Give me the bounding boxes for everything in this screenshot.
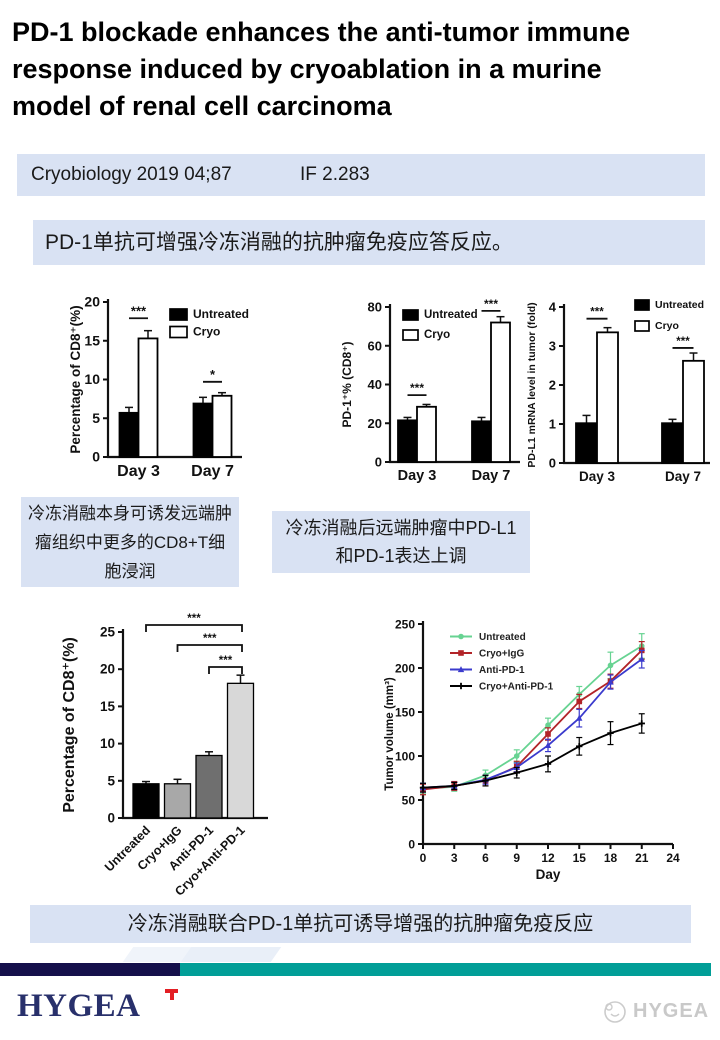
- svg-text:Day 7: Day 7: [191, 463, 234, 480]
- svg-text:Cryo+Anti-PD-1: Cryo+Anti-PD-1: [479, 682, 554, 693]
- footer-decoration: [180, 947, 282, 962]
- svg-text:Untreated: Untreated: [479, 632, 526, 643]
- svg-text:10: 10: [100, 736, 115, 751]
- svg-text:0: 0: [549, 456, 556, 471]
- svg-text:15: 15: [84, 332, 100, 348]
- svg-text:Untreated: Untreated: [193, 307, 249, 321]
- svg-text:***: ***: [219, 655, 233, 667]
- svg-text:200: 200: [395, 662, 415, 676]
- svg-text:1: 1: [549, 417, 556, 432]
- caption-cd8-infiltration: 冷冻消融本身可诱发远端肿瘤组织中更多的CD8+T细胞浸润: [21, 497, 239, 587]
- svg-text:25: 25: [100, 625, 116, 640]
- svg-text:Day 3: Day 3: [398, 468, 437, 484]
- svg-text:Anti-PD-1: Anti-PD-1: [479, 665, 525, 676]
- svg-text:100: 100: [395, 750, 415, 764]
- svg-text:PD-L1 mRNA level in tumor (fol: PD-L1 mRNA level in tumor (fold): [526, 302, 538, 467]
- svg-text:Day 3: Day 3: [117, 463, 160, 480]
- svg-text:PD-1⁺% (CD8⁺): PD-1⁺% (CD8⁺): [340, 341, 354, 427]
- svg-text:***: ***: [484, 297, 498, 311]
- hygea-watermark-icon: [604, 1001, 626, 1023]
- footer-teal-bar: [180, 963, 711, 976]
- svg-text:60: 60: [368, 338, 382, 353]
- svg-text:10: 10: [84, 371, 100, 387]
- svg-text:Cryo: Cryo: [424, 329, 450, 341]
- svg-text:***: ***: [590, 307, 604, 319]
- svg-text:***: ***: [131, 303, 147, 318]
- journal-citation: Cryobiology 2019 04;87: [31, 164, 232, 185]
- svg-text:80: 80: [368, 300, 382, 315]
- svg-text:20: 20: [84, 294, 100, 310]
- svg-text:5: 5: [92, 410, 100, 426]
- svg-text:***: ***: [676, 336, 690, 348]
- svg-text:Percentage of CD8⁺(%): Percentage of CD8⁺(%): [61, 637, 78, 813]
- hygea-watermark-text: HYGEA: [633, 999, 710, 1022]
- svg-text:Cryo: Cryo: [655, 320, 679, 332]
- svg-text:0: 0: [420, 851, 427, 865]
- svg-text:12: 12: [541, 851, 555, 865]
- svg-text:Cryo+IgG: Cryo+IgG: [479, 649, 525, 660]
- svg-text:***: ***: [187, 613, 201, 625]
- svg-text:6: 6: [482, 851, 489, 865]
- svg-text:***: ***: [203, 633, 217, 645]
- svg-text:0: 0: [107, 811, 115, 826]
- svg-text:***: ***: [410, 381, 424, 395]
- svg-text:50: 50: [402, 794, 416, 808]
- conclusion-banner: 冷冻消融联合PD-1单抗可诱导增强的抗肿瘤免疫反应: [30, 905, 691, 943]
- caption-pdl1-upregulation: 冷冻消融后远端肿瘤中PD-L1和PD-1表达上调: [272, 511, 530, 573]
- svg-text:150: 150: [395, 706, 415, 720]
- svg-text:Cryo: Cryo: [193, 325, 220, 339]
- hygea-watermark: HYGEA: [601, 998, 709, 1024]
- svg-text:Day 7: Day 7: [472, 468, 511, 484]
- svg-text:3: 3: [451, 851, 458, 865]
- svg-text:250: 250: [395, 618, 415, 632]
- hygea-logo: HYGEA: [17, 988, 178, 1028]
- svg-text:24: 24: [666, 851, 680, 865]
- svg-text:20: 20: [368, 416, 382, 431]
- svg-text:Untreated: Untreated: [424, 309, 478, 321]
- svg-text:15: 15: [573, 851, 587, 865]
- svg-text:Untreated: Untreated: [655, 299, 704, 311]
- pdl1-mrna-bar-chart: 0 1 2 3 4 PD-L1 mRNA level in tumor (fold) Day…: [526, 299, 710, 484]
- svg-text:Day: Day: [536, 867, 561, 882]
- svg-text:3: 3: [549, 339, 556, 354]
- svg-text:15: 15: [100, 699, 116, 714]
- svg-text:18: 18: [604, 851, 618, 865]
- svg-text:0: 0: [92, 449, 100, 465]
- tumor-volume-line-chart: 0 50 100 150 200 250 Tumor volume (mm³) 0 3 6 9 12 1…: [384, 618, 680, 883]
- svg-text:4: 4: [549, 300, 557, 315]
- pd1-percentage-bar-chart: 0 20 40 60 80 PD-1⁺% (CD8⁺) Day 3 Day 7 *** *** Un…: [340, 297, 520, 484]
- svg-text:5: 5: [107, 773, 115, 788]
- svg-text:Day 3: Day 3: [579, 469, 616, 484]
- svg-text:2: 2: [549, 378, 556, 393]
- footer-navy-bar: [0, 963, 180, 976]
- citation-banner: Cryobiology 2019 04;87 IF 2.283: [17, 154, 705, 196]
- hygea-logo-text: HYGEA: [17, 988, 141, 1024]
- svg-text:Tumor volume (mm³): Tumor volume (mm³): [384, 677, 396, 791]
- svg-text:9: 9: [513, 851, 520, 865]
- summary-banner: PD-1单抗可增强冷冻消融的抗肿瘤免疫应答反应。: [33, 220, 705, 265]
- impact-factor: IF 2.283: [300, 164, 370, 185]
- svg-text:*: *: [210, 367, 216, 382]
- svg-text:0: 0: [375, 455, 382, 470]
- svg-text:20: 20: [100, 662, 115, 677]
- svg-text:Percentage of CD8⁺(%): Percentage of CD8⁺(%): [68, 305, 83, 453]
- slide-title: PD-1 blockade enhances the anti-tumor im…: [12, 17, 631, 121]
- svg-text:Day 7: Day 7: [665, 469, 701, 484]
- svg-text:0: 0: [408, 838, 415, 852]
- hygea-logo-mark-icon: [165, 989, 178, 1000]
- svg-text:40: 40: [368, 377, 382, 392]
- svg-text:21: 21: [635, 851, 649, 865]
